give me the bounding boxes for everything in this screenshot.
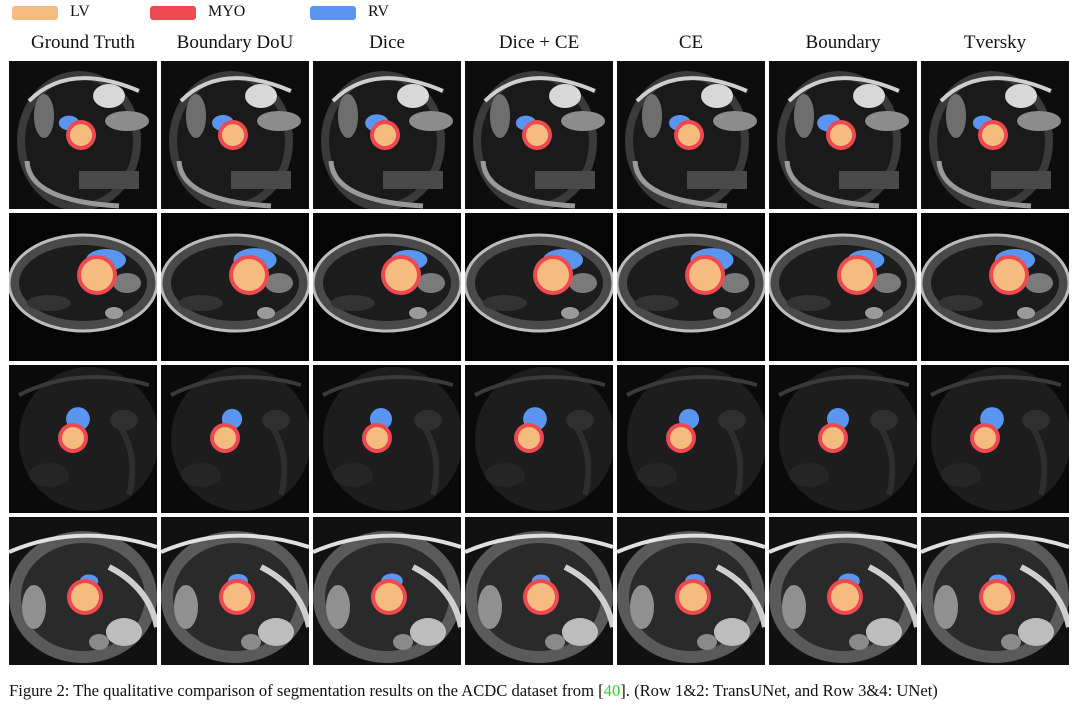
segmentation-image <box>465 517 613 665</box>
segmentation-image <box>465 61 613 209</box>
segmentation-image <box>921 517 1069 665</box>
segmentation-image <box>161 213 309 361</box>
segmentation-image <box>769 61 917 209</box>
caption-prefix: Figure 2: The qualitative comparison of … <box>9 681 604 700</box>
segmentation-image <box>9 517 157 665</box>
column-header-dice: Dice <box>369 32 405 53</box>
column-header-boundary: Boundary <box>805 32 881 53</box>
segmentation-image <box>617 517 765 665</box>
column-headers: Ground Truth Boundary DoU Dice Dice + CE… <box>9 32 1071 58</box>
caption-suffix: ]. (Row 1&2: TransUNet, and Row 3&4: UNe… <box>620 681 938 700</box>
segmentation-image <box>9 213 157 361</box>
legend-swatch-lv <box>12 6 58 20</box>
segmentation-image <box>921 213 1069 361</box>
segmentation-image <box>465 365 613 513</box>
segmentation-image <box>161 365 309 513</box>
segmentation-image <box>313 213 461 361</box>
segmentation-image <box>9 365 157 513</box>
segmentation-image <box>617 213 765 361</box>
legend-swatch-myo <box>150 6 196 20</box>
segmentation-image <box>313 61 461 209</box>
column-header-tversky: Tversky <box>963 32 1027 53</box>
segmentation-image <box>921 61 1069 209</box>
segmentation-image <box>769 213 917 361</box>
legend-swatch-rv <box>310 6 356 20</box>
segmentation-image <box>161 517 309 665</box>
citation-link[interactable]: 40 <box>603 681 621 700</box>
segmentation-image <box>465 213 613 361</box>
segmentation-image <box>769 365 917 513</box>
legend-label-rv: RV <box>368 3 389 20</box>
column-header-boundary-dou: Boundary DoU <box>176 32 294 53</box>
legend-label-myo: MYO <box>208 3 246 20</box>
segmentation-image <box>617 365 765 513</box>
segmentation-image <box>313 517 461 665</box>
segmentation-image <box>769 517 917 665</box>
column-header-ce: CE <box>678 32 704 53</box>
segmentation-image <box>9 61 157 209</box>
segmentation-image <box>921 365 1069 513</box>
segmentation-image <box>161 61 309 209</box>
column-header-dice-ce: Dice + CE <box>498 32 580 53</box>
column-header-ground-truth: Ground Truth <box>31 32 135 53</box>
legend-label-lv: LV <box>70 3 90 20</box>
segmentation-image <box>313 365 461 513</box>
segmentation-image <box>617 61 765 209</box>
figure-caption: Figure 2: The qualitative comparison of … <box>9 680 1071 701</box>
